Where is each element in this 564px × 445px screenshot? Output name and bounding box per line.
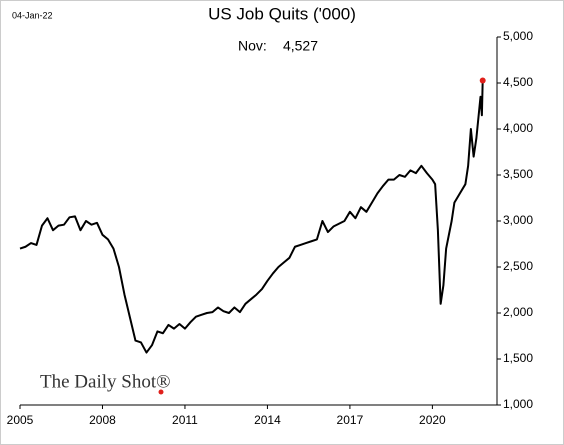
date-label: 04-Jan-22 (12, 10, 53, 20)
y-tick-label: 3,000 (503, 213, 533, 227)
y-tick-label: 4,000 (503, 121, 533, 135)
x-tick-label: 2011 (172, 413, 198, 427)
line (19, 80, 484, 354)
last-point (479, 77, 486, 84)
x-tick-label: 2020 (419, 413, 446, 427)
x-tick-label: 2017 (337, 413, 364, 427)
source-brand: The Daily Shot® (40, 371, 171, 392)
y-tick-label: 2,000 (503, 305, 533, 319)
annotation-value: 4,527 (283, 38, 318, 54)
x-tick-label: 2008 (89, 413, 116, 427)
y-tick-label: 3,500 (503, 167, 533, 181)
brand-dot (158, 389, 164, 395)
chart-title: US Job Quits ('000) (208, 4, 356, 23)
y-tick-label: 4,500 (503, 75, 533, 89)
y-tick-label: 1,500 (503, 351, 533, 365)
y-tick-label: 5,000 (503, 29, 533, 43)
x-tick-label: 2014 (254, 413, 281, 427)
annotation-label: Nov: (238, 38, 267, 54)
x-tick-label: 2005 (7, 413, 34, 427)
y-tick-label: 1,000 (503, 397, 533, 411)
y-tick-label: 2,500 (503, 259, 533, 273)
